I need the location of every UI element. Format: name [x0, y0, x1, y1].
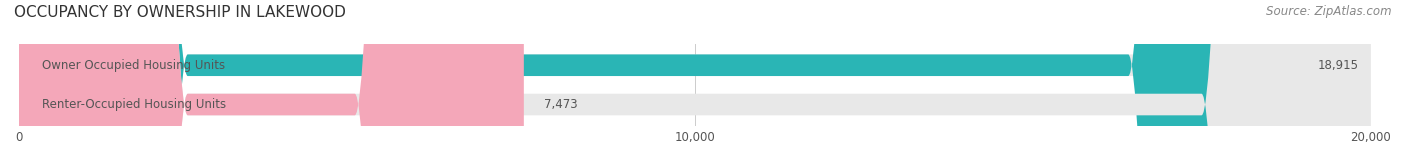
Text: Owner Occupied Housing Units: Owner Occupied Housing Units [42, 59, 225, 72]
Text: Renter-Occupied Housing Units: Renter-Occupied Housing Units [42, 98, 226, 111]
FancyBboxPatch shape [18, 0, 1371, 159]
Text: 18,915: 18,915 [1317, 59, 1358, 72]
Text: OCCUPANCY BY OWNERSHIP IN LAKEWOOD: OCCUPANCY BY OWNERSHIP IN LAKEWOOD [14, 5, 346, 20]
FancyBboxPatch shape [18, 0, 1298, 159]
Text: Source: ZipAtlas.com: Source: ZipAtlas.com [1267, 5, 1392, 18]
FancyBboxPatch shape [18, 0, 1371, 159]
Text: 7,473: 7,473 [544, 98, 578, 111]
FancyBboxPatch shape [18, 0, 524, 159]
